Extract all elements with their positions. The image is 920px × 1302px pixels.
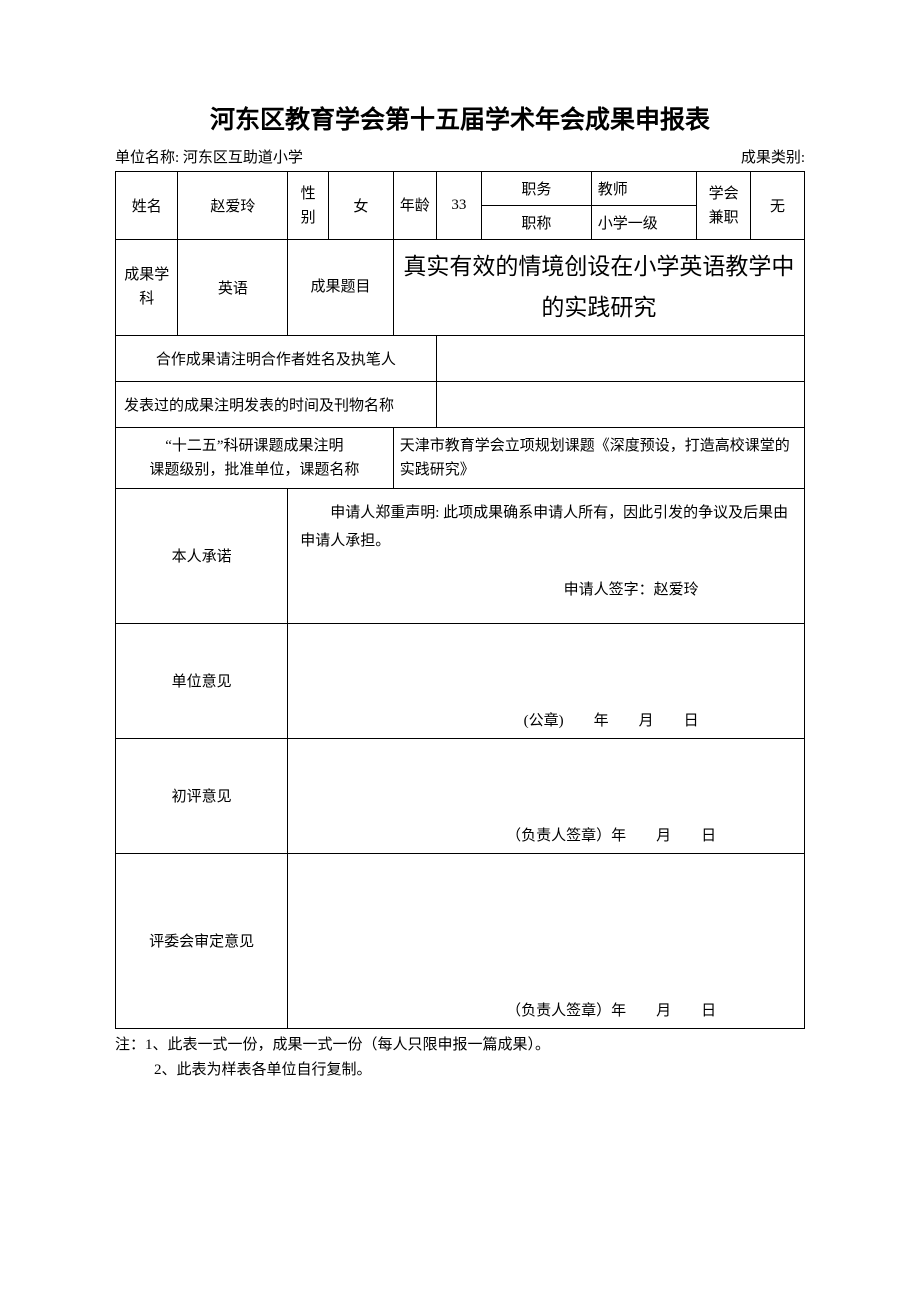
notes-line2: 2、此表为样表各单位自行复制。	[115, 1058, 805, 1084]
title-value: 小学一级	[591, 206, 697, 240]
promise-statement: 申请人郑重声明: 此项成果确系申请人所有，因此引发的争议及后果由申请人承担。	[300, 499, 792, 556]
prelim-opinion-seal: （负责人签章）年 月 日	[288, 738, 805, 853]
subject-value: 英语	[178, 240, 288, 336]
pub-value	[436, 381, 804, 427]
notes-line1: 注：1、此表一式一份，成果一式一份（每人只限申报一篇成果）。	[115, 1033, 805, 1059]
age-value: 33	[436, 172, 481, 240]
unit-opinion-label: 单位意见	[116, 623, 288, 738]
form-table: 姓名 赵爱玲 性别 女 年龄 33 职务 教师 学会兼职 无 职称 小学一级 成…	[115, 171, 805, 1029]
collab-value	[436, 335, 804, 381]
unit-info: 单位名称: 河东区互助道小学	[115, 146, 303, 167]
proj-label: “十二五”科研课题成果注明 课题级别，批准单位，课题名称	[116, 427, 394, 488]
title-label: 职称	[481, 206, 591, 240]
unit-opinion-seal: (公章) 年 月 日	[288, 623, 805, 738]
gender-value: 女	[329, 172, 394, 240]
assoc-value: 无	[751, 172, 805, 240]
proj-label-line1: “十二五”科研课题成果注明	[165, 438, 343, 454]
unit-label: 单位名称:	[115, 150, 179, 166]
pub-label: 发表过的成果注明发表的时间及刊物名称	[116, 381, 437, 427]
promise-label: 本人承诺	[116, 488, 288, 623]
final-opinion-label: 评委会审定意见	[116, 853, 288, 1028]
subheader-row: 单位名称: 河东区互助道小学 成果类别:	[115, 146, 805, 167]
proj-value: 天津市教育学会立项规划课题《深度预设，打造高校课堂的实践研究》	[393, 427, 804, 488]
unit-value: 河东区互助道小学	[183, 150, 303, 166]
collab-label: 合作成果请注明合作者姓名及执笔人	[116, 335, 437, 381]
duty-label: 职务	[481, 172, 591, 206]
gender-label: 性别	[288, 172, 329, 240]
topic-value: 真实有效的情境创设在小学英语教学中的实践研究	[393, 240, 804, 336]
topic-label: 成果题目	[288, 240, 393, 336]
page-title: 河东区教育学会第十五届学术年会成果申报表	[115, 100, 805, 136]
promise-cell: 申请人郑重声明: 此项成果确系申请人所有，因此引发的争议及后果由申请人承担。 申…	[288, 488, 805, 623]
name-label: 姓名	[116, 172, 178, 240]
duty-value: 教师	[591, 172, 697, 206]
category-label: 成果类别:	[741, 150, 805, 166]
category-info: 成果类别:	[741, 146, 805, 167]
prelim-opinion-label: 初评意见	[116, 738, 288, 853]
subject-label: 成果学科	[116, 240, 178, 336]
name-value: 赵爱玲	[178, 172, 288, 240]
promise-signature: 申请人签字：赵爱玲	[300, 556, 792, 605]
proj-label-line2: 课题级别，批准单位，课题名称	[149, 462, 359, 478]
final-opinion-seal: （负责人签章）年 月 日	[288, 853, 805, 1028]
assoc-label: 学会兼职	[697, 172, 751, 240]
age-label: 年龄	[393, 172, 436, 240]
notes: 注：1、此表一式一份，成果一式一份（每人只限申报一篇成果）。 2、此表为样表各单…	[115, 1033, 805, 1084]
